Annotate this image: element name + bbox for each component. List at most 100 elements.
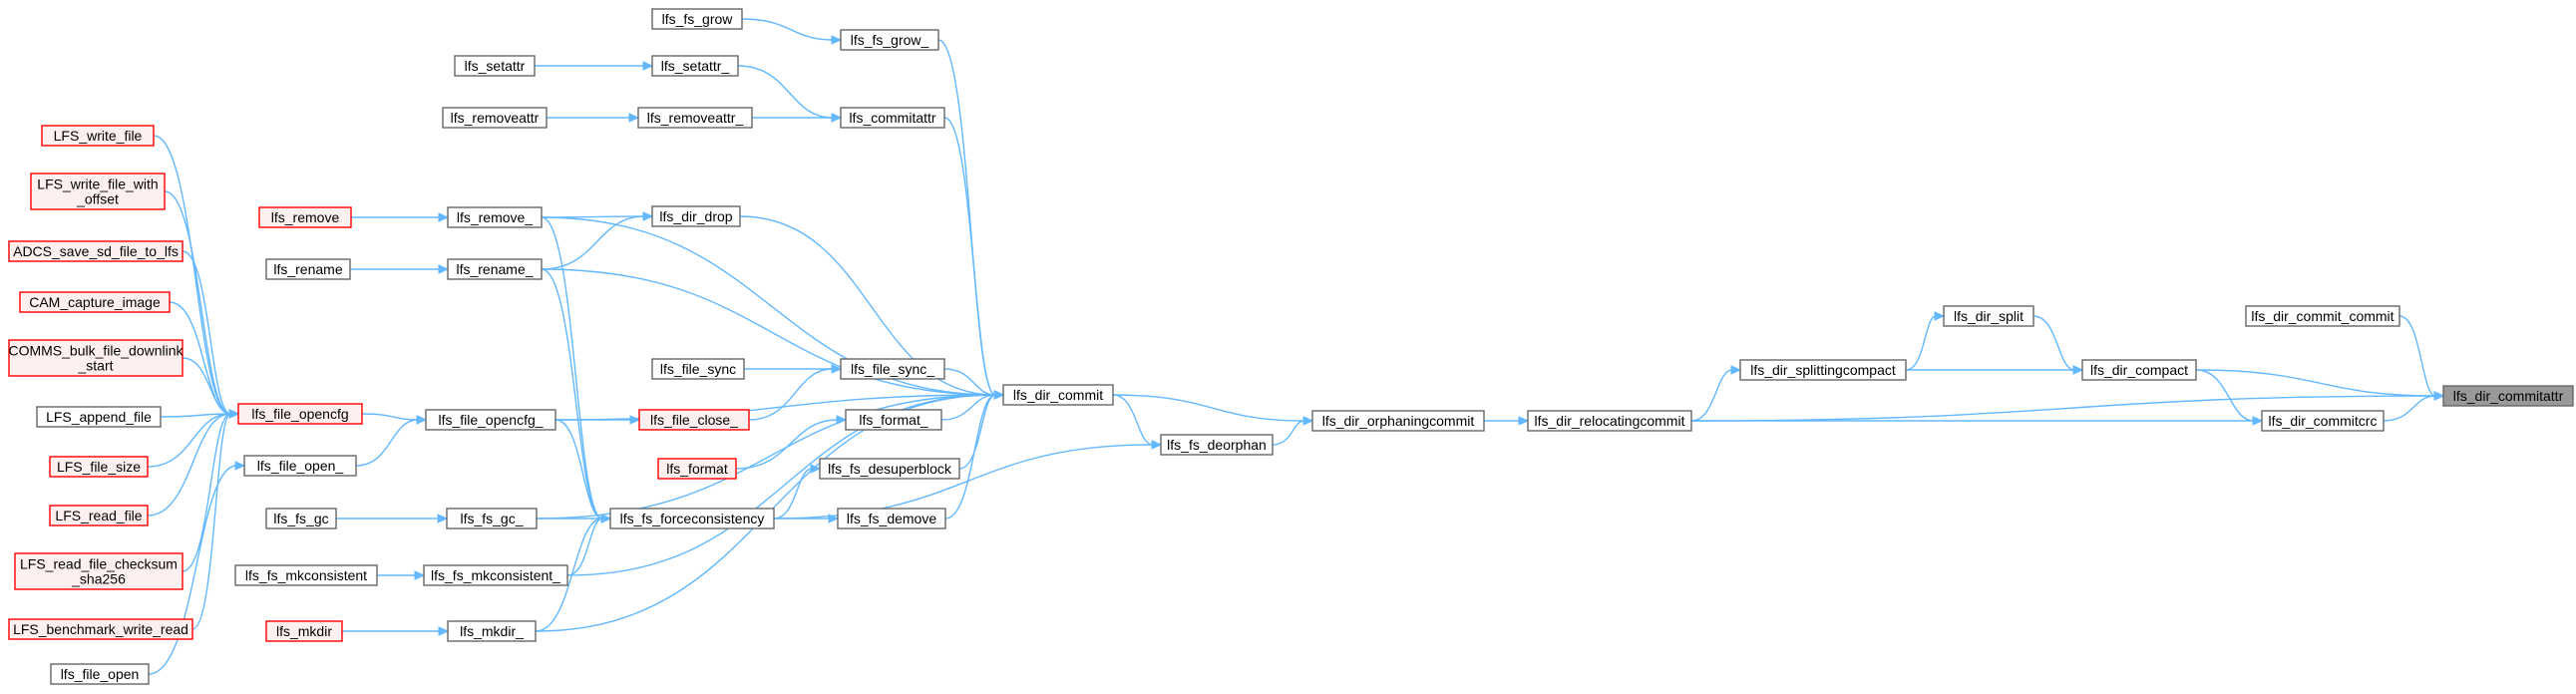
node-lfs_fs_grow_[interactable]: lfs_fs_grow_ [840,29,939,51]
node-lfs_file_open_[interactable]: lfs_file_open_ [243,455,357,477]
node-box[interactable] [258,206,352,228]
node-box[interactable] [425,409,556,431]
node-lfs_mkdir[interactable]: lfs_mkdir [265,620,343,642]
node-lfs_setattr[interactable]: lfs_setattr [454,55,536,77]
node-box[interactable] [638,409,750,431]
node-lfs_fs_mkconsistent[interactable]: lfs_fs_mkconsistent [234,564,378,586]
node-LFS_append_file[interactable]: LFS_append_file [36,406,162,428]
node-lfs_removeattr_[interactable]: lfs_removeattr_ [637,107,753,129]
node-box[interactable] [1739,359,1907,381]
node-LFS_write_file[interactable]: LFS_write_file [41,125,155,147]
node-lfs_remove[interactable]: lfs_remove [258,206,352,228]
node-box[interactable] [840,358,945,380]
node-lfs_dir_split[interactable]: lfs_dir_split [1943,305,2034,327]
node-box[interactable] [243,455,357,477]
node-lfs_dir_commitattr[interactable]: lfs_dir_commitattr [2442,385,2574,407]
node-box[interactable] [1311,410,1485,432]
node-lfs_fs_mkconsistent_[interactable]: lfs_fs_mkconsistent_ [423,564,568,586]
node-LFS_read_file_checksum_sha256[interactable]: LFS_read_file_checksum_sha256 [14,552,184,590]
node-lfs_file_close_[interactable]: lfs_file_close_ [638,409,750,431]
node-lfs_file_open[interactable]: lfs_file_open [50,663,150,685]
node-box[interactable] [447,620,537,642]
node-box[interactable] [447,206,543,228]
node-box[interactable] [14,552,184,590]
node-box[interactable] [837,508,946,529]
node-lfs_fs_desuperblock[interactable]: lfs_fs_desuperblock [819,458,960,480]
node-box[interactable] [234,564,378,586]
node-box[interactable] [2261,410,2385,432]
node-lfs_fs_forceconsistency[interactable]: lfs_fs_forceconsistency [609,508,775,529]
node-box[interactable] [609,508,775,529]
node-lfs_dir_drop[interactable]: lfs_dir_drop [651,205,741,227]
node-lfs_format[interactable]: lfs_format [657,458,737,480]
node-box[interactable] [651,205,741,227]
node-box[interactable] [2245,305,2400,327]
node-lfs_mkdir_[interactable]: lfs_mkdir_ [447,620,537,642]
node-box[interactable] [840,107,945,129]
node-box[interactable] [30,173,166,210]
node-box[interactable] [265,258,351,280]
node-lfs_rename[interactable]: lfs_rename [265,258,351,280]
node-box[interactable] [265,620,343,642]
node-lfs_file_opencfg_[interactable]: lfs_file_opencfg_ [425,409,556,431]
node-lfs_dir_relocatingcommit[interactable]: lfs_dir_relocatingcommit [1527,410,1692,432]
node-lfs_fs_demove[interactable]: lfs_fs_demove [837,508,946,529]
node-lfs_fs_grow[interactable]: lfs_fs_grow [651,8,743,30]
node-lfs_dir_orphaningcommit[interactable]: lfs_dir_orphaningcommit [1311,410,1485,432]
node-box[interactable] [2081,359,2197,381]
node-box[interactable] [447,258,543,280]
node-box[interactable] [237,403,363,425]
node-box[interactable] [8,240,184,262]
node-LFS_read_file[interactable]: LFS_read_file [49,505,149,526]
node-lfs_file_opencfg[interactable]: lfs_file_opencfg [237,403,363,425]
node-box[interactable] [651,358,745,380]
node-lfs_format_[interactable]: lfs_format_ [845,409,942,431]
node-lfs_file_sync_[interactable]: lfs_file_sync_ [840,358,945,380]
node-box[interactable] [651,8,743,30]
node-box[interactable] [2442,385,2574,407]
node-lfs_setattr_[interactable]: lfs_setattr_ [651,55,739,77]
node-box[interactable] [446,508,538,529]
node-lfs_remove_[interactable]: lfs_remove_ [447,206,543,228]
node-box[interactable] [454,55,536,77]
node-lfs_dir_compact[interactable]: lfs_dir_compact [2081,359,2197,381]
node-lfs_dir_commit_commit[interactable]: lfs_dir_commit_commit [2245,305,2400,327]
node-box[interactable] [840,29,939,51]
node-box[interactable] [845,409,942,431]
node-box[interactable] [1943,305,2034,327]
node-box[interactable] [8,618,193,640]
node-lfs_fs_gc[interactable]: lfs_fs_gc [265,508,337,529]
node-box[interactable] [651,55,739,77]
node-LFS_write_file_with_offset[interactable]: LFS_write_file_with_offset [30,173,166,210]
node-COMMS_bulk_file_downlink_start[interactable]: COMMS_bulk_file_downlink_start [8,339,184,377]
node-box[interactable] [1160,434,1274,456]
node-LFS_file_size[interactable]: LFS_file_size [49,456,149,478]
node-lfs_fs_deorphan[interactable]: lfs_fs_deorphan [1160,434,1274,456]
node-lfs_removeattr[interactable]: lfs_removeattr [442,107,548,129]
node-box[interactable] [819,458,960,480]
node-lfs_dir_commit[interactable]: lfs_dir_commit [1002,384,1114,406]
node-lfs_file_sync[interactable]: lfs_file_sync [651,358,745,380]
node-lfs_dir_splittingcompact[interactable]: lfs_dir_splittingcompact [1739,359,1907,381]
node-LFS_benchmark_write_read[interactable]: LFS_benchmark_write_read [8,618,193,640]
node-box[interactable] [423,564,568,586]
node-box[interactable] [1002,384,1114,406]
node-box[interactable] [657,458,737,480]
node-ADCS_save_sd_file_to_lfs[interactable]: ADCS_save_sd_file_to_lfs [8,240,184,262]
node-box[interactable] [265,508,337,529]
node-box[interactable] [49,505,149,526]
node-lfs_dir_commitcrc[interactable]: lfs_dir_commitcrc [2261,410,2385,432]
node-lfs_commitattr[interactable]: lfs_commitattr [840,107,945,129]
node-box[interactable] [1527,410,1692,432]
node-box[interactable] [50,663,150,685]
node-box[interactable] [637,107,753,129]
node-box[interactable] [442,107,548,129]
node-box[interactable] [49,456,149,478]
node-CAM_capture_image[interactable]: CAM_capture_image [19,291,171,313]
node-lfs_fs_gc_[interactable]: lfs_fs_gc_ [446,508,538,529]
node-box[interactable] [8,339,184,377]
node-box[interactable] [36,406,162,428]
node-box[interactable] [19,291,171,313]
node-lfs_rename_[interactable]: lfs_rename_ [447,258,543,280]
node-box[interactable] [41,125,155,147]
